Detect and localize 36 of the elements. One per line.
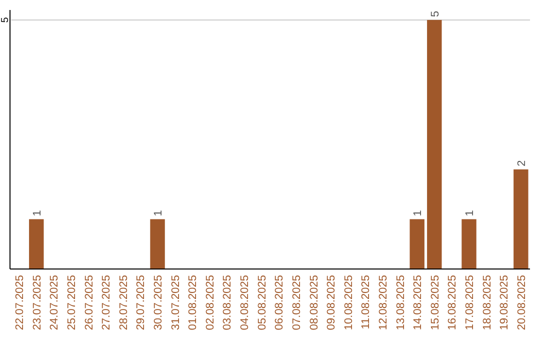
x-tick-label: 25.07.2025 — [66, 275, 78, 330]
x-tick-label: 11.08.2025 — [360, 275, 372, 330]
x-tick-label: 03.08.2025 — [222, 275, 234, 330]
x-tick-label: 18.08.2025 — [481, 275, 494, 330]
x-tick-label: 28.07.2025 — [118, 275, 130, 330]
x-tick-label: 13.08.2025 — [394, 275, 407, 330]
x-tick-label: 02.08.2025 — [204, 275, 216, 330]
data-label: 5 — [429, 10, 442, 17]
x-tick-label: 09.08.2025 — [326, 275, 338, 330]
x-tick-label: 01.08.2025 — [187, 275, 200, 330]
x-tick-label: 05.08.2025 — [256, 275, 268, 330]
data-label: 1 — [152, 210, 165, 216]
x-tick-label: 15.08.2025 — [429, 275, 442, 330]
x-tick-label: 22.07.2025 — [14, 275, 26, 330]
x-tick-label: 07.08.2025 — [290, 275, 303, 330]
x-tick-label: 30.07.2025 — [152, 275, 165, 330]
x-tick-label: 29.07.2025 — [135, 275, 148, 330]
x-tick-label: 17.08.2025 — [464, 275, 476, 330]
x-tick-label: 14.08.2025 — [412, 275, 424, 330]
x-tick-label: 19.08.2025 — [498, 275, 511, 330]
data-label: 1 — [412, 210, 424, 216]
x-tick-label: 10.08.2025 — [342, 275, 355, 330]
x-tick-label: 08.08.2025 — [308, 275, 320, 330]
x-tick-label: 31.07.2025 — [170, 275, 182, 330]
x-tick-label: 16.08.2025 — [446, 275, 459, 330]
x-tick-label: 24.07.2025 — [48, 275, 61, 330]
x-tick-label: 26.07.2025 — [83, 275, 96, 330]
data-label: 1 — [31, 210, 44, 216]
x-tick-label: 27.07.2025 — [100, 275, 113, 330]
x-tick-label: 12.08.2025 — [377, 275, 390, 330]
x-tick-label: 23.07.2025 — [31, 275, 44, 330]
x-tick-label: 06.08.2025 — [274, 275, 286, 330]
data-label: 1 — [464, 210, 476, 216]
x-tick-label: 20.08.2025 — [516, 275, 528, 330]
data-label: 2 — [516, 160, 528, 166]
x-tick-label: 04.08.2025 — [239, 275, 252, 330]
